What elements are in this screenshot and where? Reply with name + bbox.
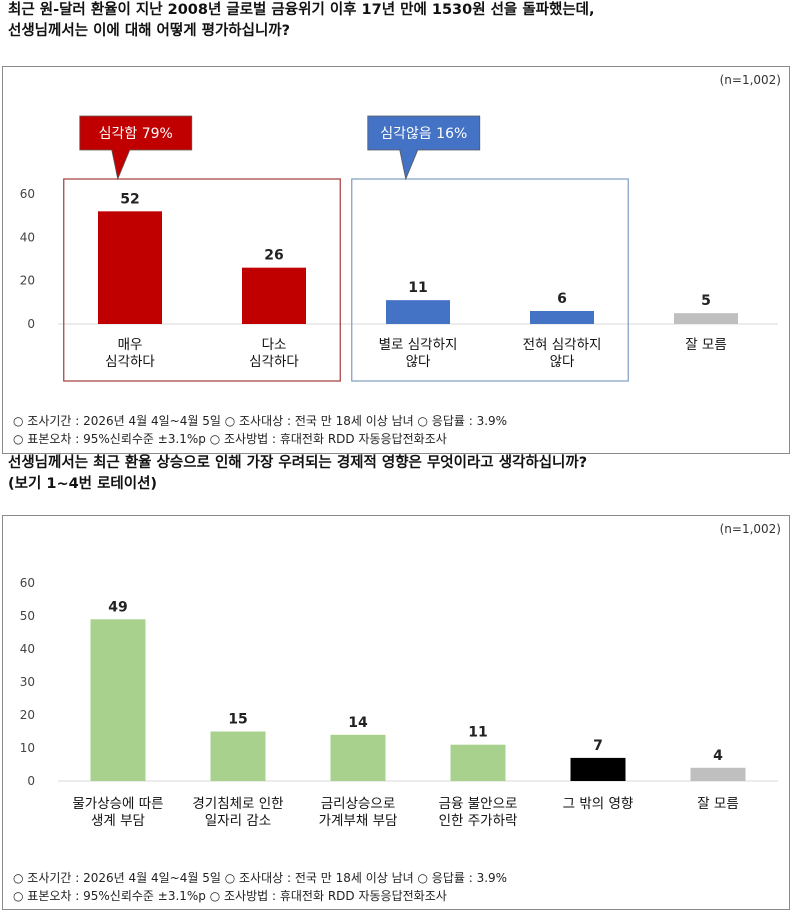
category-label: 매우	[118, 337, 143, 353]
category-label: 가계부채 부담	[319, 813, 398, 829]
data-label: 26	[264, 248, 283, 264]
data-label: 11	[408, 280, 427, 296]
bar	[98, 211, 162, 324]
data-label: 52	[120, 191, 139, 207]
data-label: 7	[593, 738, 603, 754]
y-tick-label: 40	[20, 642, 35, 656]
category-label: 잘 모름	[685, 337, 727, 353]
y-tick-label: 60	[20, 187, 35, 201]
group-box	[63, 178, 341, 382]
survey-footer-2: ○ 조사기간 : 2026년 4월 4일~4월 5일 ○ 조사대상 : 전국 만…	[13, 869, 507, 905]
footer-2-line2: ○ 표본오차 : 95%신뢰수준 ±3.1%p ○ 조사방법 : 휴대전화 RD…	[13, 889, 447, 903]
bar	[530, 311, 594, 324]
bar	[210, 731, 266, 781]
data-label: 14	[348, 715, 368, 731]
category-label: 않다	[550, 354, 575, 370]
sample-size-1: (n=1,002)	[719, 73, 781, 87]
question-1: 최근 원-달러 환율이 지난 2008년 글로벌 금융위기 이후 17년 만에 …	[8, 0, 595, 42]
bar	[450, 744, 506, 781]
question-1-line2: 선생님께서는 이에 대해 어떻게 평가하십니까?	[8, 23, 291, 39]
footer-1-line1: ○ 조사기간 : 2026년 4월 4일~4월 5일 ○ 조사대상 : 전국 만…	[13, 414, 508, 428]
category-label: 심각하다	[249, 354, 299, 370]
bar	[90, 619, 146, 781]
group-box	[351, 178, 629, 382]
category-label: 생계 부담	[91, 813, 145, 829]
y-tick-label: 50	[20, 609, 35, 623]
survey-footer-1: ○ 조사기간 : 2026년 4월 4일~4월 5일 ○ 조사대상 : 전국 만…	[13, 412, 507, 448]
bar	[674, 313, 738, 324]
data-label: 5	[701, 293, 711, 309]
bar	[690, 767, 746, 781]
callout-label: 심각않음 16%	[380, 126, 467, 142]
category-label: 그 밖의 영향	[563, 796, 634, 812]
y-tick-label: 40	[20, 230, 35, 244]
question-2-line1: 선생님께서는 최근 환율 상승으로 인해 가장 우려되는 경제적 영향은 무엇이…	[8, 455, 588, 471]
data-label: 49	[108, 599, 127, 615]
callout-shape	[367, 115, 481, 181]
callout-label: 심각함 79%	[99, 126, 173, 142]
category-label: 다소	[262, 337, 287, 353]
category-label: 않다	[406, 354, 431, 370]
category-label: 일자리 감소	[205, 813, 271, 829]
category-label: 금리상승으로	[321, 796, 396, 812]
category-label: 물가상승에 따른	[72, 796, 163, 812]
data-label: 6	[557, 291, 567, 307]
category-label: 심각하다	[105, 354, 155, 370]
y-tick-label: 20	[20, 274, 35, 288]
data-label: 15	[228, 712, 247, 728]
y-tick-label: 60	[20, 576, 35, 590]
bar	[386, 300, 450, 324]
y-tick-label: 0	[27, 774, 35, 788]
bar	[330, 734, 386, 781]
chart-panel-1: (n=1,002) 0 20 40 60 52 매우 심각하다 26 다소 심각하다 11 별로 심각…	[2, 66, 790, 454]
category-label: 전혀 심각하지	[523, 337, 602, 353]
footer-1-line2: ○ 표본오차 : 95%신뢰수준 ±3.1%p ○ 조사방법 : 휴대전화 RD…	[13, 432, 447, 446]
category-label: 별로 심각하지	[379, 337, 458, 353]
bar	[242, 267, 306, 324]
y-tick-label: 30	[20, 675, 35, 689]
callout-shape	[79, 115, 193, 181]
footer-2-line1: ○ 조사기간 : 2026년 4월 4일~4월 5일 ○ 조사대상 : 전국 만…	[13, 871, 508, 885]
category-label: 금융 불안으로	[439, 796, 518, 812]
category-label: 인한 주가하락	[439, 813, 518, 829]
data-label: 11	[468, 725, 487, 741]
category-label: 경기침체로 인한	[192, 796, 283, 812]
question-1-line1: 최근 원-달러 환율이 지난 2008년 글로벌 금융위기 이후 17년 만에 …	[8, 2, 595, 18]
y-tick-label: 10	[20, 741, 35, 755]
data-label: 4	[713, 748, 723, 764]
sample-size-2: (n=1,002)	[719, 522, 781, 536]
y-tick-label: 0	[27, 317, 35, 331]
bar	[570, 757, 626, 781]
question-2: 선생님께서는 최근 환율 상승으로 인해 가장 우려되는 경제적 영향은 무엇이…	[8, 453, 587, 495]
y-tick-label: 20	[20, 708, 35, 722]
category-label: 잘 모름	[697, 796, 739, 812]
chart-panel-2: (n=1,002) 0 10 20 30 40 50 60 49 물가상승에 따른 생계 부담 15…	[2, 515, 790, 910]
question-2-line2: (보기 1~4번 로테이션)	[8, 476, 158, 492]
